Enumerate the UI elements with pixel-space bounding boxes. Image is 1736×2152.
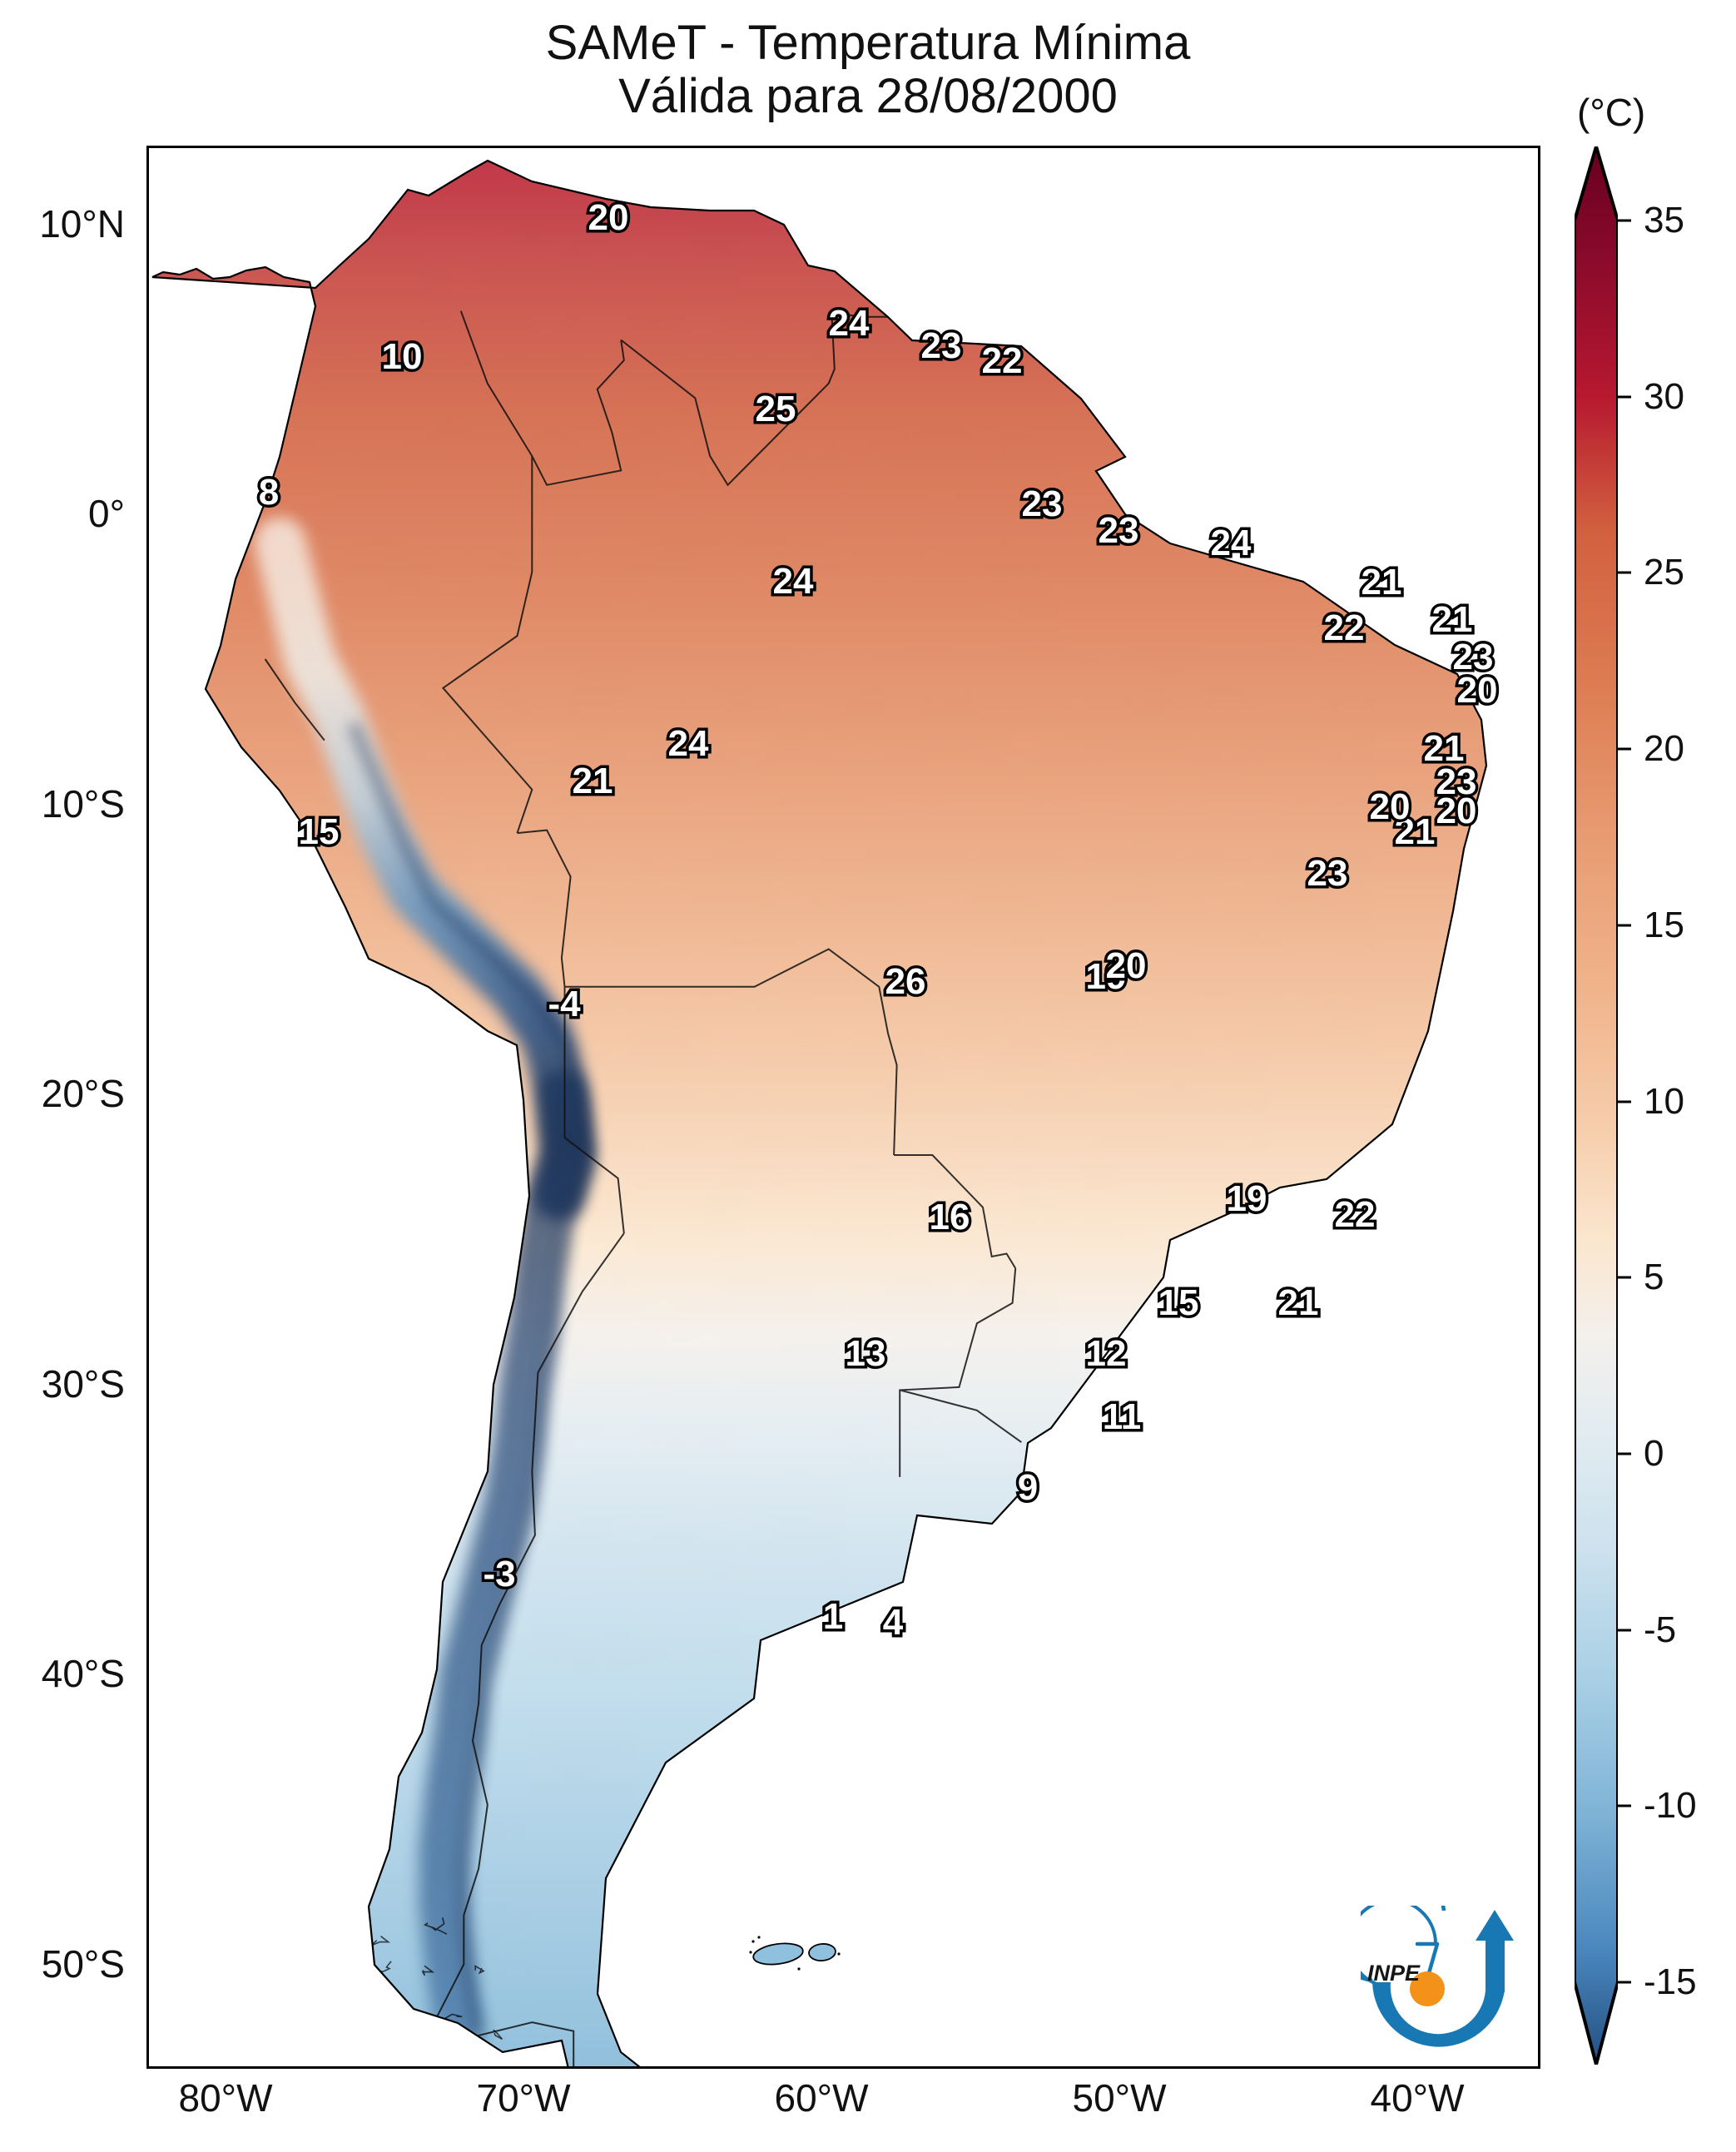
svg-text:INPE: INPE <box>1367 1961 1421 1986</box>
